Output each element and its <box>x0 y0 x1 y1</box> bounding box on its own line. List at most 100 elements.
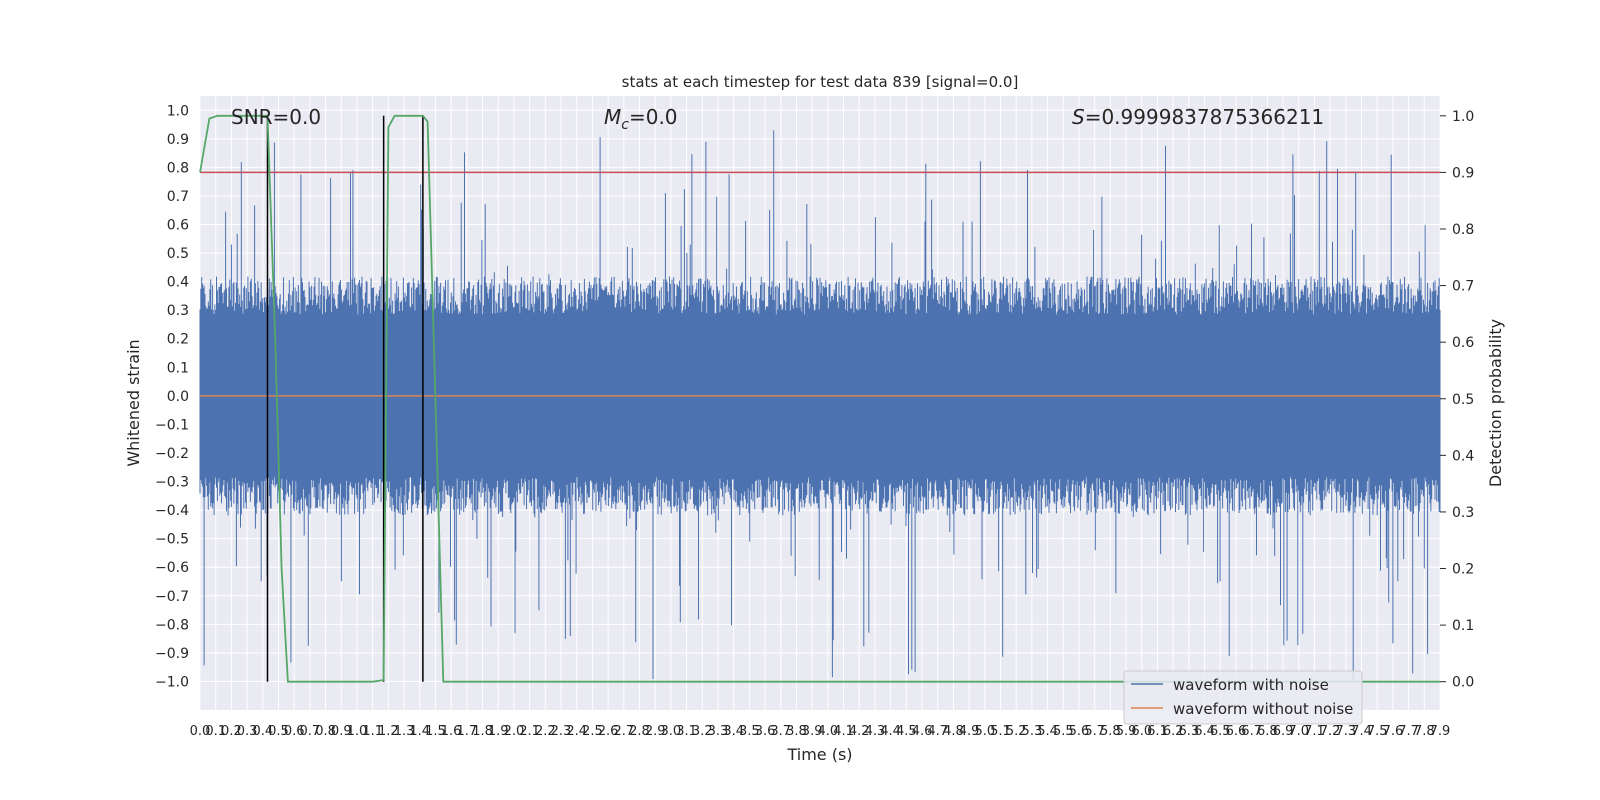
x-tick-label-13: 1.3 <box>394 724 415 739</box>
x-tick-label-12: 1.2 <box>378 724 399 739</box>
x-tick-label-38: 3.8 <box>786 724 807 739</box>
x-tick-label-21: 2.1 <box>519 724 540 739</box>
x-tick-label-8: 0.8 <box>315 724 336 739</box>
left-tick-label-14: −0.4 <box>155 503 189 519</box>
legend: waveform with noise waveform without noi… <box>1123 670 1363 725</box>
x-tick-label-32: 3.2 <box>692 724 713 739</box>
x-tick-label-76: 7.6 <box>1383 724 1404 739</box>
x-tick-label-69: 6.9 <box>1273 724 1294 739</box>
x-tick-label-19: 1.9 <box>488 724 509 739</box>
left-tick-label-6: 0.4 <box>167 275 189 291</box>
right-tick-label-9: 0.1 <box>1452 618 1474 634</box>
x-tick-label-7: 0.7 <box>300 724 321 739</box>
x-tick-label-39: 3.9 <box>802 724 823 739</box>
left-tick-label-11: −0.1 <box>155 417 189 433</box>
x-tick-label-16: 1.6 <box>441 724 462 739</box>
x-tick-label-75: 7.5 <box>1367 724 1388 739</box>
x-tick-label-55: 5.5 <box>1053 724 1074 739</box>
left-tick-label-16: −0.6 <box>155 560 189 576</box>
right-tick-label-5: 0.5 <box>1452 392 1474 408</box>
x-tick-label-29: 2.9 <box>645 724 666 739</box>
snr-annotation: SNR=0.0 <box>231 105 321 129</box>
x-tick-label-57: 5.7 <box>1084 724 1105 739</box>
x-tick-label-45: 4.5 <box>896 724 917 739</box>
x-tick-label-60: 6.0 <box>1131 724 1152 739</box>
x-tick-label-61: 6.1 <box>1147 724 1168 739</box>
x-tick-label-51: 5.1 <box>990 724 1011 739</box>
chart-title: stats at each timestep for test data 839… <box>622 73 1019 91</box>
x-tick-label-58: 5.8 <box>1100 724 1121 739</box>
x-tick-label-71: 7.1 <box>1304 724 1325 739</box>
x-tick-label-64: 6.4 <box>1194 724 1215 739</box>
x-axis-label: Time (s) <box>786 745 852 764</box>
x-tick-label-46: 4.6 <box>912 724 933 739</box>
x-tick-label-0: 0.0 <box>190 724 211 739</box>
score-value: =0.9999837875366211 <box>1085 105 1324 129</box>
x-tick-label-65: 6.5 <box>1210 724 1231 739</box>
legend-label-clean: waveform without noise <box>1173 700 1353 718</box>
x-tick-label-62: 6.2 <box>1163 724 1184 739</box>
x-tick-label-41: 4.1 <box>833 724 854 739</box>
left-tick-label-3: 0.7 <box>167 189 189 205</box>
x-tick-label-53: 5.3 <box>1022 724 1043 739</box>
left-tick-label-0: 1.0 <box>167 103 189 119</box>
x-tick-label-47: 4.7 <box>927 724 948 739</box>
right-tick-label-2: 0.8 <box>1452 222 1474 238</box>
x-tick-label-42: 4.2 <box>849 724 870 739</box>
score-symbol: S <box>1072 105 1085 129</box>
x-tick-label-24: 2.4 <box>566 724 587 739</box>
x-tick-label-28: 2.8 <box>629 724 650 739</box>
right-tick-label-10: 0.0 <box>1452 675 1474 691</box>
score-annotation: S=0.9999837875366211 <box>1072 105 1324 129</box>
left-tick-label-2: 0.8 <box>167 160 189 176</box>
right-tick-label-0: 1.0 <box>1452 109 1474 125</box>
right-axis-ticks: 1.0 0.9 0.8 0.7 0.6 0.5 0.4 0.3 0.2 0.1 0.0 <box>1440 109 1474 691</box>
x-tick-label-5: 0.5 <box>268 724 289 739</box>
x-tick-label-33: 3.3 <box>708 724 729 739</box>
x-tick-label-26: 2.6 <box>598 724 619 739</box>
left-tick-label-10: 0.0 <box>167 389 189 405</box>
x-tick-label-10: 1.0 <box>347 724 368 739</box>
x-tick-label-66: 6.6 <box>1226 724 1247 739</box>
chirp-mass-symbol: M <box>604 105 621 129</box>
x-tick-label-11: 1.1 <box>362 724 383 739</box>
x-tick-label-18: 1.8 <box>472 724 493 739</box>
x-tick-label-22: 2.2 <box>535 724 556 739</box>
x-tick-label-23: 2.3 <box>551 724 572 739</box>
right-tick-label-4: 0.6 <box>1452 335 1474 351</box>
x-tick-label-2: 0.2 <box>221 724 242 739</box>
left-tick-label-5: 0.5 <box>167 246 189 262</box>
left-tick-label-13: −0.3 <box>155 475 189 491</box>
chirp-mass-annotation: Mc=0.0 <box>604 105 678 133</box>
x-tick-label-43: 4.3 <box>865 724 886 739</box>
x-axis-ticks: 0.00.10.20.30.40.50.60.70.80.91.01.11.21… <box>190 724 1451 739</box>
left-tick-label-4: 0.6 <box>167 218 189 234</box>
x-tick-label-44: 4.4 <box>880 724 901 739</box>
probability-series <box>199 114 1440 683</box>
x-tick-label-59: 5.9 <box>1116 724 1137 739</box>
left-tick-label-18: −0.8 <box>155 617 189 633</box>
x-tick-label-40: 4.0 <box>818 724 839 739</box>
legend-label-noise: waveform with noise <box>1173 676 1329 694</box>
x-tick-label-79: 7.9 <box>1430 724 1451 739</box>
x-tick-label-20: 2.0 <box>504 724 525 739</box>
left-axis-label: Whitened strain <box>124 339 143 466</box>
left-tick-label-8: 0.2 <box>167 332 189 348</box>
x-tick-label-1: 0.1 <box>205 724 226 739</box>
x-tick-label-73: 7.3 <box>1335 724 1356 739</box>
right-tick-label-1: 0.9 <box>1452 165 1474 181</box>
x-tick-label-63: 6.3 <box>1179 724 1200 739</box>
left-tick-label-12: −0.2 <box>155 446 189 462</box>
x-tick-label-54: 5.4 <box>1037 724 1058 739</box>
x-tick-label-74: 7.4 <box>1351 724 1372 739</box>
left-tick-label-19: −0.9 <box>155 646 189 662</box>
noise-series <box>199 130 1441 682</box>
x-tick-label-17: 1.7 <box>456 724 477 739</box>
right-tick-label-3: 0.7 <box>1452 279 1474 295</box>
x-tick-label-67: 6.7 <box>1241 724 1262 739</box>
x-tick-label-27: 2.7 <box>613 724 634 739</box>
x-tick-label-48: 4.8 <box>943 724 964 739</box>
right-tick-label-8: 0.2 <box>1452 562 1474 578</box>
x-tick-label-4: 0.4 <box>252 724 273 739</box>
